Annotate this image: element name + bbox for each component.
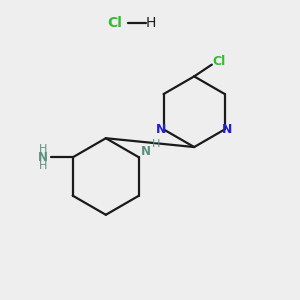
Text: H: H	[39, 144, 47, 154]
Text: Cl: Cl	[213, 55, 226, 68]
Text: H: H	[39, 160, 47, 171]
Text: H: H	[152, 139, 160, 149]
Text: N: N	[38, 151, 48, 164]
Text: N: N	[141, 145, 151, 158]
Text: N: N	[222, 123, 232, 136]
Text: H: H	[146, 16, 156, 30]
Text: Cl: Cl	[107, 16, 122, 30]
Text: N: N	[156, 123, 167, 136]
